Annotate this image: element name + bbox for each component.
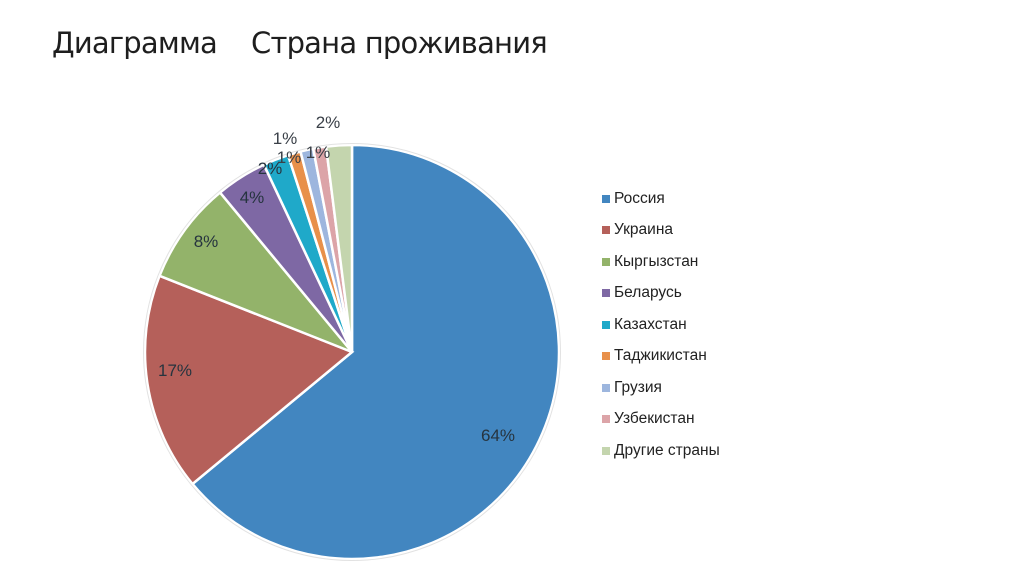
legend-item: Россия xyxy=(602,183,720,215)
legend-item: Кыргызстан xyxy=(602,246,720,278)
data-label: 17% xyxy=(158,361,192,380)
legend-item: Узбекистан xyxy=(602,404,720,436)
legend-item: Украина xyxy=(602,215,720,247)
legend-swatch-icon xyxy=(602,194,610,203)
legend-item: Другие страны xyxy=(602,435,720,467)
data-label: 2% xyxy=(316,113,341,132)
legend-label: Казахстан xyxy=(614,315,687,333)
legend-label: Украина xyxy=(614,221,674,239)
legend-item: Грузия xyxy=(602,372,720,404)
legend-swatch-icon xyxy=(602,352,610,361)
legend-label: Узбекистан xyxy=(614,410,695,428)
legend-item: Беларусь xyxy=(602,278,720,310)
legend-swatch-icon xyxy=(602,289,610,298)
data-label: 1% xyxy=(277,148,302,167)
data-label: 1% xyxy=(306,143,331,162)
legend-label: Таджикистан xyxy=(614,347,707,365)
data-label: 4% xyxy=(240,188,265,207)
data-label: 2% xyxy=(258,159,283,178)
title-left: Диаграмма xyxy=(52,26,218,60)
legend-swatch-icon xyxy=(602,415,610,424)
page-title: Диаграмма Страна проживания xyxy=(52,26,548,60)
pie-slice xyxy=(190,143,561,561)
pie-slice xyxy=(143,274,355,486)
legend-swatch-icon xyxy=(602,383,610,392)
legend-swatch-icon xyxy=(602,320,610,329)
legend-label: Другие страны xyxy=(614,441,720,459)
legend-swatch-icon xyxy=(602,257,610,266)
legend-item: Казахстан xyxy=(602,309,720,341)
legend-swatch-icon xyxy=(602,446,610,455)
data-label: 64% xyxy=(481,426,515,445)
legend-label: Кыргызстан xyxy=(614,252,699,270)
data-label: 8% xyxy=(194,232,219,251)
legend-swatch-icon xyxy=(602,226,610,235)
title-right: Страна проживания xyxy=(251,26,548,60)
legend-item: Таджикистан xyxy=(602,341,720,373)
legend-label: Беларусь xyxy=(614,284,682,302)
legend-label: Грузия xyxy=(614,378,662,396)
legend-label: Россия xyxy=(614,189,665,207)
pie-slice xyxy=(157,190,353,354)
chart-legend: Россия Украина Кыргызстан Беларусь Казахстан… xyxy=(602,183,720,467)
data-label: 1% xyxy=(273,129,298,148)
pie-outline xyxy=(143,143,561,561)
pie-slice xyxy=(324,143,354,353)
